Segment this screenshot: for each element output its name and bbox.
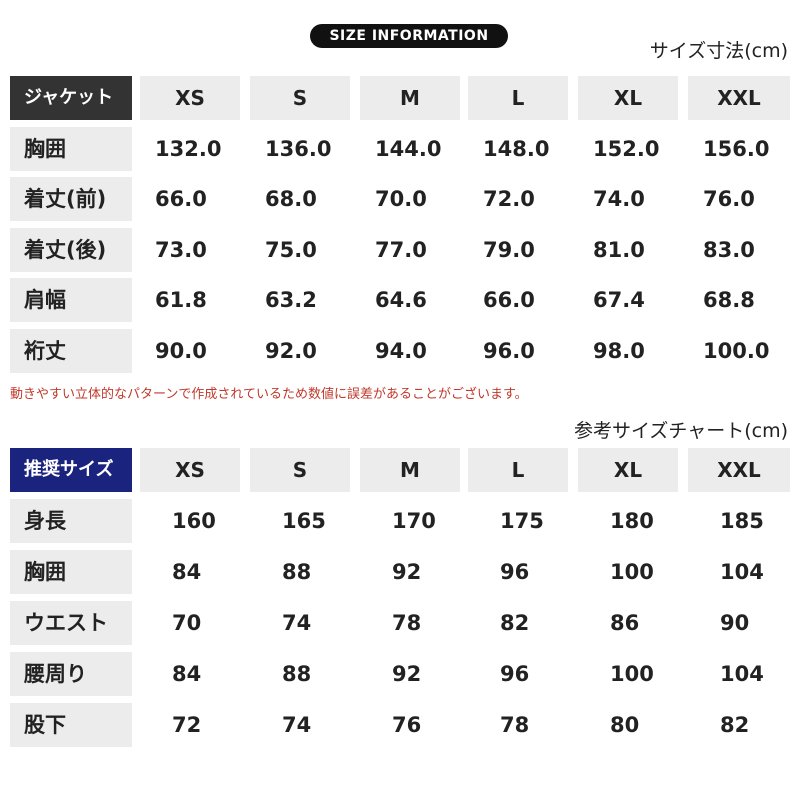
row-header: 胸囲 — [10, 550, 132, 594]
table-cell: 185 — [720, 509, 764, 533]
table-cell: 76 — [392, 713, 422, 737]
table-cell: 180 — [610, 509, 654, 533]
table-cell: 75.0 — [265, 237, 317, 262]
table-cell: 132.0 — [155, 136, 222, 161]
table-cell: 92.0 — [265, 338, 317, 363]
column-header: XS — [140, 76, 240, 120]
table-cell: 165 — [282, 509, 326, 533]
table-cell: 90 — [720, 611, 750, 635]
row-header: 着丈(前) — [10, 177, 132, 221]
table-cell: 76.0 — [703, 187, 755, 211]
row-header: 着丈(後) — [10, 227, 132, 272]
table-cell: 81.0 — [593, 237, 645, 262]
table-cell: 68.0 — [265, 187, 317, 211]
table-cell: 72 — [172, 713, 202, 737]
table-cell: 78 — [392, 611, 422, 635]
table-cell: 92 — [392, 560, 422, 584]
column-header: S — [250, 448, 350, 492]
table-cell: 78 — [500, 713, 530, 737]
table-corner-header: 推奨サイズ — [10, 448, 132, 492]
column-header: L — [468, 448, 568, 492]
table-cell: 73.0 — [155, 237, 207, 262]
table-cell: 77.0 — [375, 237, 427, 262]
table-cell: 84 — [172, 662, 202, 686]
column-header: M — [360, 448, 460, 492]
table-cell: 94.0 — [375, 338, 427, 363]
row-header: 肩幅 — [10, 278, 132, 322]
row-header: 裄丈 — [10, 328, 132, 373]
column-header: XL — [578, 76, 678, 120]
table-cell: 82 — [500, 611, 530, 635]
row-header: ウエスト — [10, 601, 132, 645]
table-cell: 67.4 — [593, 288, 645, 312]
table-cell: 100 — [610, 560, 654, 584]
table-cell: 83.0 — [703, 237, 755, 262]
column-header: M — [360, 76, 460, 120]
table-cell: 88 — [282, 662, 312, 686]
note: 動きやすい立体的なパターンで作成されているため数値に誤差があることがございます。 — [10, 387, 528, 402]
table-cell: 84 — [172, 560, 202, 584]
table-cell: 68.8 — [703, 288, 755, 312]
table-cell: 66.0 — [155, 187, 207, 211]
table-corner-header: ジャケット — [10, 76, 132, 120]
table-cell: 63.2 — [265, 288, 317, 312]
row-header: 腰周り — [10, 652, 132, 696]
table-cell: 104 — [720, 560, 764, 584]
table-cell: 100 — [610, 662, 654, 686]
table-cell: 152.0 — [593, 136, 660, 161]
row-header: 身長 — [10, 499, 132, 543]
table-cell: 96 — [500, 560, 530, 584]
table-cell: 156.0 — [703, 136, 770, 161]
table-cell: 160 — [172, 509, 216, 533]
table-cell: 74 — [282, 713, 312, 737]
table-cell: 74 — [282, 611, 312, 635]
table-cell: 74.0 — [593, 187, 645, 211]
table-cell: 98.0 — [593, 338, 645, 363]
table-cell: 170 — [392, 509, 436, 533]
row-header: 胸囲 — [10, 126, 132, 171]
table-cell: 66.0 — [483, 288, 535, 312]
table-cell: 100.0 — [703, 338, 770, 363]
table-cell: 64.6 — [375, 288, 427, 312]
row-header: 股下 — [10, 703, 132, 747]
table-cell: 92 — [392, 662, 422, 686]
table-cell: 70.0 — [375, 187, 427, 211]
unit-label: 参考サイズチャート(cm) — [573, 420, 788, 442]
column-header: XS — [140, 448, 240, 492]
table-cell: 175 — [500, 509, 544, 533]
column-header: S — [250, 76, 350, 120]
table-cell: 80 — [610, 713, 640, 737]
table-cell: 104 — [720, 662, 764, 686]
column-header: XL — [578, 448, 678, 492]
table-cell: 79.0 — [483, 237, 535, 262]
table-cell: 82 — [720, 713, 750, 737]
column-header: XXL — [688, 448, 790, 492]
table-cell: 96 — [500, 662, 530, 686]
table-cell: 70 — [172, 611, 202, 635]
table-cell: 96.0 — [483, 338, 535, 363]
table-cell: 86 — [610, 611, 640, 635]
table-cell: 136.0 — [265, 136, 332, 161]
table-cell: 148.0 — [483, 136, 550, 161]
unit-label: サイズ寸法(cm) — [649, 40, 788, 62]
table-cell: 144.0 — [375, 136, 442, 161]
table-cell: 88 — [282, 560, 312, 584]
table-cell: 61.8 — [155, 288, 207, 312]
table-cell: 72.0 — [483, 187, 535, 211]
column-header: L — [468, 76, 568, 120]
table-cell: 90.0 — [155, 338, 207, 363]
title-badge: SIZE INFORMATION — [310, 24, 508, 48]
column-header: XXL — [688, 76, 790, 120]
